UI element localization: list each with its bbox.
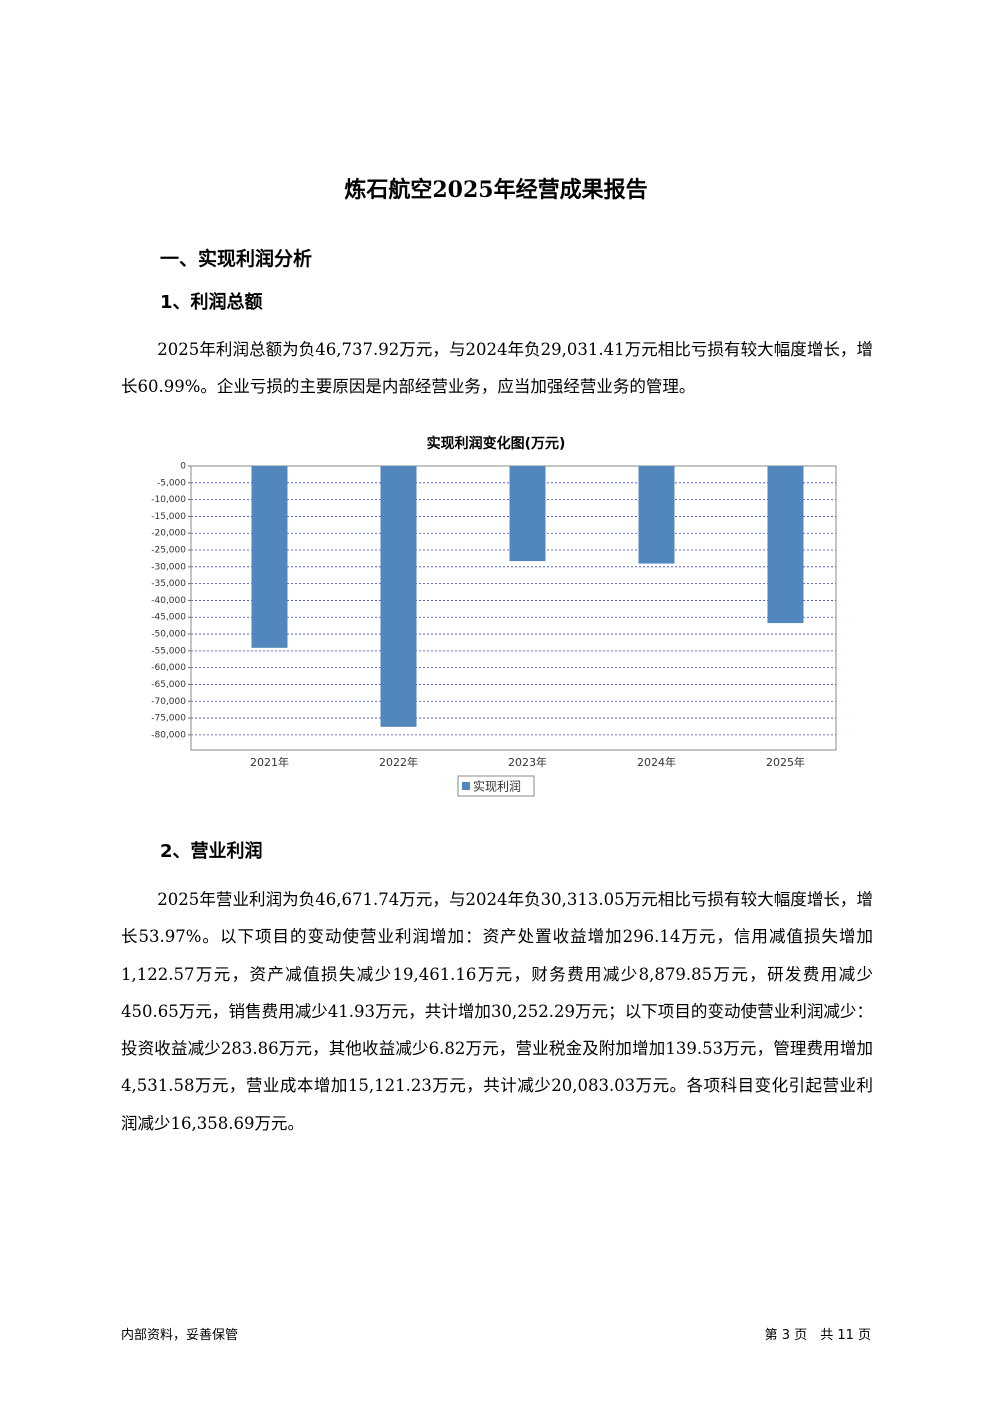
y-tick-label: -80,000 (151, 730, 186, 740)
y-tick-label: -10,000 (151, 495, 186, 505)
y-tick-label: -35,000 (151, 579, 186, 589)
y-tick-label: -50,000 (151, 630, 186, 640)
bar (251, 466, 288, 648)
y-tick-label: -55,000 (151, 646, 186, 656)
footer-left: 内部资料，妥善保管 (121, 1328, 239, 1343)
legend-label: 实现利润 (473, 779, 521, 794)
bar (767, 466, 804, 624)
bar (509, 466, 546, 562)
document-title: 炼石航空2025年经营成果报告 (344, 177, 648, 203)
y-tick-label: -20,000 (151, 529, 186, 539)
paragraph: 2025年利润总额为负46,737.92万元，与2024年负29,031.41万… (121, 340, 873, 397)
y-tick-label: -30,000 (151, 562, 186, 572)
y-tick-label: -60,000 (151, 663, 186, 673)
y-tick-label: -15,000 (151, 512, 186, 522)
y-tick-label: -5,000 (157, 478, 186, 488)
legend-swatch (462, 782, 470, 790)
x-tick-label: 2024年 (637, 755, 676, 769)
paragraph: 2025年营业利润为负46,671.74万元，与2024年负30,313.05万… (121, 890, 873, 1133)
x-tick-label: 2021年 (250, 755, 289, 769)
x-tick-label: 2023年 (508, 755, 547, 769)
bar (638, 466, 675, 564)
bar (380, 466, 417, 727)
y-tick-label: -40,000 (151, 596, 186, 606)
y-tick-label: -45,000 (151, 613, 186, 623)
y-tick-label: -25,000 (151, 546, 186, 556)
section-heading: 一、实现利润分析 (160, 248, 313, 270)
legend-box (457, 775, 535, 797)
y-tick-label: -75,000 (151, 714, 186, 724)
x-tick-label: 2022年 (379, 755, 418, 769)
y-tick-label: 0 (180, 462, 186, 472)
y-tick-label: -70,000 (151, 697, 186, 707)
x-tick-label: 2025年 (766, 755, 805, 769)
y-tick-label: -65,000 (151, 680, 186, 690)
subsection-heading: 2、营业利润 (160, 841, 263, 862)
chart-title: 实现利润变化图(万元) (427, 435, 566, 452)
footer-right: 第 3 页 共 11 页 (764, 1328, 871, 1343)
chart: 实现利润变化图(万元) 0 -5,000 -10,000 -15,000 -20,000… (151, 435, 837, 797)
subsection-heading: 1、利润总额 (160, 292, 263, 313)
